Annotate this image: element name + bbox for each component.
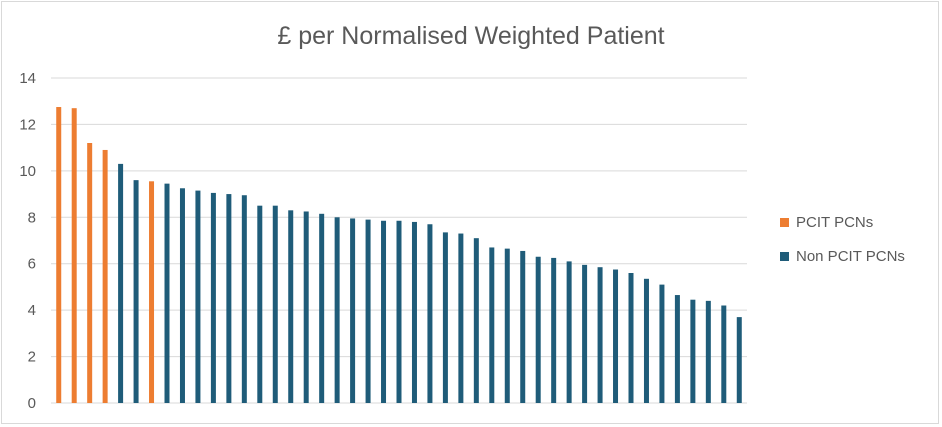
- legend-swatch: [780, 252, 789, 261]
- bar-non-pcit: [257, 205, 263, 403]
- bar-non-pcit: [427, 224, 433, 403]
- bar-non-pcit: [520, 250, 526, 403]
- legend-label: Non PCIT PCNs: [796, 248, 905, 265]
- bar-non-pcit: [241, 195, 247, 403]
- y-tick-label: 8: [28, 209, 36, 226]
- bar-non-pcit: [303, 211, 309, 403]
- bar-non-pcit: [489, 247, 495, 403]
- bar-non-pcit: [690, 299, 696, 403]
- bar-non-pcit: [334, 217, 340, 403]
- legend-swatch: [780, 218, 789, 227]
- bar-pcit: [56, 107, 62, 404]
- y-tick-label: 4: [28, 302, 36, 319]
- chart-title: £ per Normalised Weighted Patient: [277, 22, 664, 50]
- bar-non-pcit: [659, 284, 665, 403]
- bar-non-pcit: [365, 219, 371, 403]
- bar-non-pcit: [582, 264, 588, 404]
- bar-non-pcit: [272, 205, 278, 403]
- y-tick-label: 2: [28, 349, 36, 366]
- bar-non-pcit: [643, 278, 649, 403]
- bar-non-pcit: [504, 248, 510, 404]
- bars: [56, 107, 742, 404]
- bar-non-pcit: [613, 269, 619, 403]
- bar-non-pcit: [736, 317, 742, 403]
- bar-non-pcit: [458, 233, 464, 403]
- bar-non-pcit: [396, 220, 402, 403]
- bar-non-pcit: [566, 261, 572, 403]
- bar-non-pcit: [350, 218, 356, 403]
- bar-non-pcit: [288, 210, 294, 403]
- bar-non-pcit: [179, 188, 185, 403]
- bar-non-pcit: [535, 256, 541, 403]
- bar-non-pcit: [226, 194, 232, 403]
- bar-non-pcit: [319, 213, 325, 403]
- bar-pcit: [102, 149, 108, 403]
- bar-non-pcit: [473, 238, 479, 403]
- bar-non-pcit: [674, 295, 680, 403]
- bar-non-pcit: [164, 183, 170, 403]
- bar-non-pcit: [195, 190, 201, 403]
- bar-non-pcit: [118, 163, 124, 403]
- legend-label: PCIT PCNs: [796, 214, 873, 231]
- bar-non-pcit: [551, 257, 557, 403]
- bar-pcit: [71, 108, 77, 404]
- bar-non-pcit: [381, 220, 387, 403]
- bar-pcit: [87, 143, 93, 403]
- bar-non-pcit: [210, 192, 216, 403]
- bar-non-pcit: [442, 232, 448, 404]
- bar-non-pcit: [721, 305, 727, 403]
- y-tick-label: 10: [19, 163, 36, 180]
- bar-non-pcit: [411, 221, 417, 403]
- bar-non-pcit: [133, 180, 139, 403]
- y-axis-tick-labels: 0 2 4 6 8 10 12 14: [19, 70, 36, 412]
- y-tick-label: 14: [19, 70, 36, 87]
- bar-non-pcit: [628, 273, 634, 403]
- bar-pcit: [149, 181, 155, 403]
- bar-non-pcit: [705, 300, 711, 403]
- bar-non-pcit: [597, 267, 603, 403]
- y-tick-label: 6: [28, 256, 36, 273]
- legend: PCIT PCNs Non PCIT PCNs: [780, 214, 905, 265]
- y-tick-label: 12: [19, 116, 36, 133]
- y-tick-label: 0: [28, 395, 36, 412]
